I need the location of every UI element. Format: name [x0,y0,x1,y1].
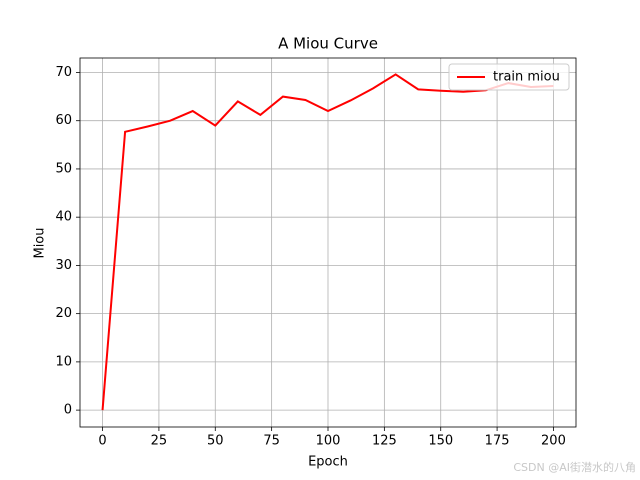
legend-box [448,63,570,91]
y-tick-label: 30 [55,258,72,273]
y-tick-label: 60 [55,113,72,128]
x-tick-label: 75 [263,434,280,449]
x-tick-label: 175 [485,434,510,449]
plot-frame [79,57,577,428]
y-tick-label: 50 [55,161,72,176]
y-tick-label: 70 [55,65,72,80]
chart-title: A Miou Curve [278,35,378,53]
x-tick-label: 200 [541,434,566,449]
x-tick-label: 125 [372,434,397,449]
x-tick-label: 50 [207,434,224,449]
y-tick-label: 10 [55,354,72,369]
watermark: CSDN @AI街潜水的八角 [513,460,636,474]
y-tick-label: 40 [55,210,72,225]
x-tick-label: 25 [151,434,168,449]
y-tick-label: 0 [64,403,72,418]
y-tick-label: 20 [55,306,72,321]
x-tick-label: 100 [316,434,341,449]
data-line [101,73,554,411]
x-axis-label: Epoch [308,455,348,470]
legend-label: train miou [493,70,560,85]
x-tick-label: 150 [428,434,453,449]
x-tick-label: 0 [98,434,106,449]
y-axis-label: Miou [33,227,48,258]
